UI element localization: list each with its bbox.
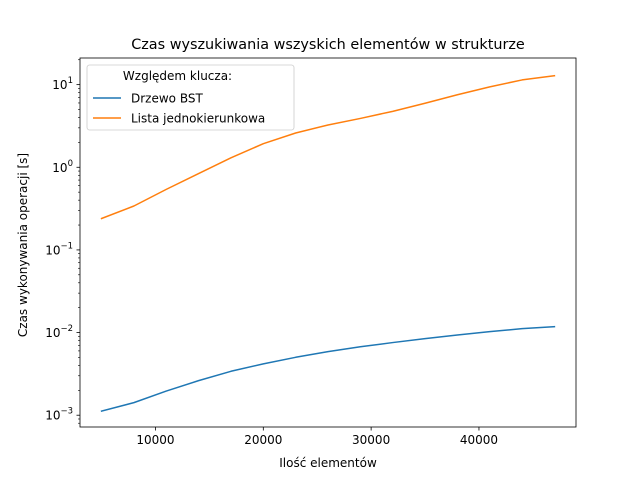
x-tick-label: 40000 — [460, 433, 498, 447]
y-tick-exponent: 1 — [68, 76, 73, 86]
y-tick-exponent: −1 — [60, 241, 73, 251]
x-tick-label: 10000 — [136, 433, 174, 447]
series-layer — [100, 74, 556, 413]
y-tick-base: 10 — [45, 243, 60, 257]
plot-frame — [79, 57, 577, 428]
legend-label-2: Lista jednokierunkowa — [131, 112, 265, 126]
legend-box — [86, 64, 295, 131]
y-tick-base: 10 — [45, 326, 60, 340]
y-tick-exponent: −2 — [60, 324, 73, 334]
legend-label-1: Drzewo BST — [131, 92, 203, 106]
series-line-1 — [100, 325, 556, 413]
x-tick-label: 30000 — [352, 433, 390, 447]
y-tick-base: 10 — [52, 78, 67, 92]
chart-title: Czas wyszukiwania wszyskich elementów w … — [131, 37, 525, 53]
y-axis-label: Czas wykonywania operacji [s] — [16, 153, 30, 337]
y-tick-label: 10−2 — [45, 324, 73, 340]
y-tick-label: 10−1 — [45, 241, 73, 257]
y-tick-base: 10 — [45, 409, 60, 423]
series-line-2 — [100, 74, 556, 220]
x-axis-label: Ilość elementów — [279, 456, 377, 470]
legend-title: Względem klucza: — [123, 69, 232, 83]
x-tick-label: 20000 — [244, 433, 282, 447]
y-tick-exponent: 0 — [68, 159, 73, 169]
y-tick-label: 100 — [52, 159, 73, 175]
y-tick-exponent: −3 — [60, 407, 73, 417]
legend: Względem klucza: Drzewo BST Lista jednokie… — [86, 64, 295, 131]
y-tick-label: 10−3 — [45, 407, 73, 423]
y-tick-label: 101 — [52, 76, 73, 92]
y-tick-base: 10 — [52, 161, 67, 175]
